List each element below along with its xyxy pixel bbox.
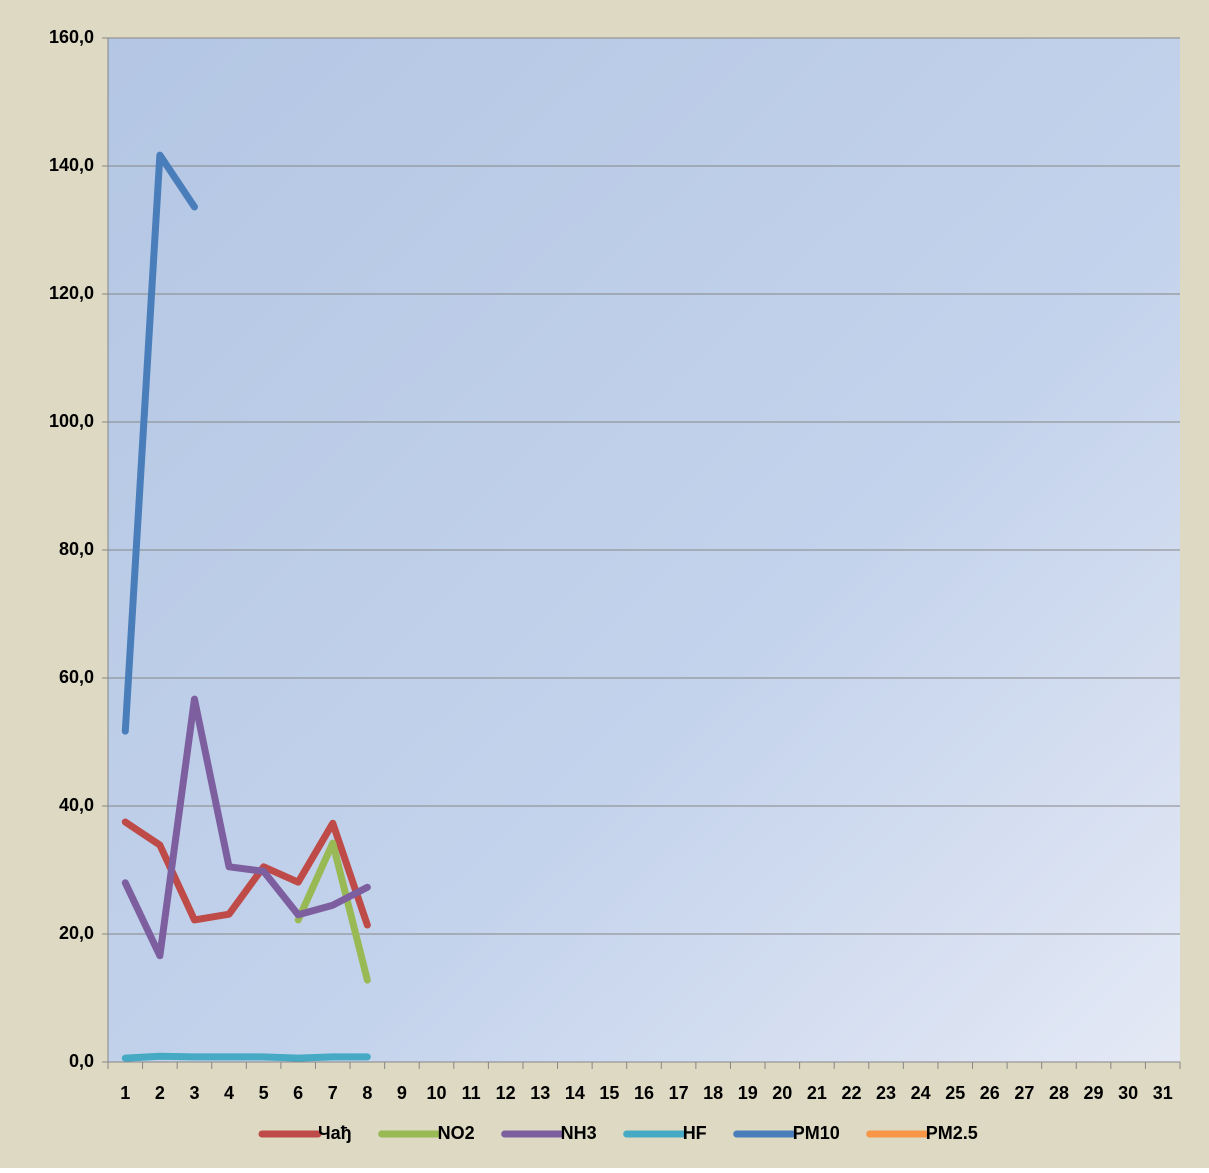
- x-tick-label: 28: [1049, 1083, 1069, 1103]
- x-tick-label: 5: [259, 1083, 269, 1103]
- x-tick-label: 1: [120, 1083, 130, 1103]
- legend-label: PM10: [793, 1123, 840, 1143]
- x-tick-label: 22: [841, 1083, 861, 1103]
- x-tick-label: 23: [876, 1083, 896, 1103]
- x-tick-label: 11: [462, 1083, 481, 1103]
- series-line: [294, 839, 371, 984]
- y-tick-label: 80,0: [59, 539, 94, 559]
- x-tick-label: 27: [1014, 1083, 1034, 1103]
- x-tick-label: 3: [189, 1083, 199, 1103]
- x-tick-label: 18: [703, 1083, 723, 1103]
- x-tick-label: 2: [155, 1083, 165, 1103]
- y-tick-label: 20,0: [59, 923, 94, 943]
- x-tick-label: 16: [634, 1083, 654, 1103]
- x-tick-label: 30: [1118, 1083, 1138, 1103]
- legend-label: PM2.5: [926, 1123, 978, 1143]
- series-line: [121, 151, 198, 735]
- x-tick-label: 4: [224, 1083, 234, 1103]
- legend-label: NH3: [561, 1123, 597, 1143]
- x-tick-label: 20: [772, 1083, 792, 1103]
- x-tick-label: 24: [911, 1083, 931, 1103]
- legend-label: NO2: [438, 1123, 475, 1143]
- y-tick-label: 160,0: [49, 27, 94, 47]
- legend-label: HF: [683, 1123, 707, 1143]
- series-line: [121, 1052, 371, 1062]
- x-tick-label: 8: [362, 1083, 372, 1103]
- series-line: [121, 818, 371, 929]
- x-tick-label: 13: [530, 1083, 550, 1103]
- x-tick-label: 9: [397, 1083, 407, 1103]
- y-tick-label: 0,0: [69, 1051, 94, 1071]
- x-tick-label: 12: [496, 1083, 516, 1103]
- x-tick-label: 21: [807, 1083, 827, 1103]
- x-tick-label: 15: [599, 1083, 619, 1103]
- x-tick-label: 26: [980, 1083, 1000, 1103]
- x-tick-label: 17: [669, 1083, 689, 1103]
- x-tick-label: 25: [945, 1083, 965, 1103]
- x-tick-label: 14: [565, 1083, 585, 1103]
- y-tick-label: 60,0: [59, 667, 94, 687]
- series-line: [121, 695, 371, 960]
- x-tick-label: 10: [427, 1083, 447, 1103]
- y-tick-label: 40,0: [59, 795, 94, 815]
- x-tick-label: 19: [738, 1083, 758, 1103]
- x-tick-label: 31: [1153, 1083, 1173, 1103]
- x-tick-label: 29: [1084, 1083, 1104, 1103]
- legend-label: Чађ: [318, 1123, 352, 1143]
- y-tick-label: 120,0: [49, 283, 94, 303]
- x-tick-label: 6: [293, 1083, 303, 1103]
- y-tick-label: 100,0: [49, 411, 94, 431]
- x-tick-label: 7: [328, 1083, 338, 1103]
- y-tick-label: 140,0: [49, 155, 94, 175]
